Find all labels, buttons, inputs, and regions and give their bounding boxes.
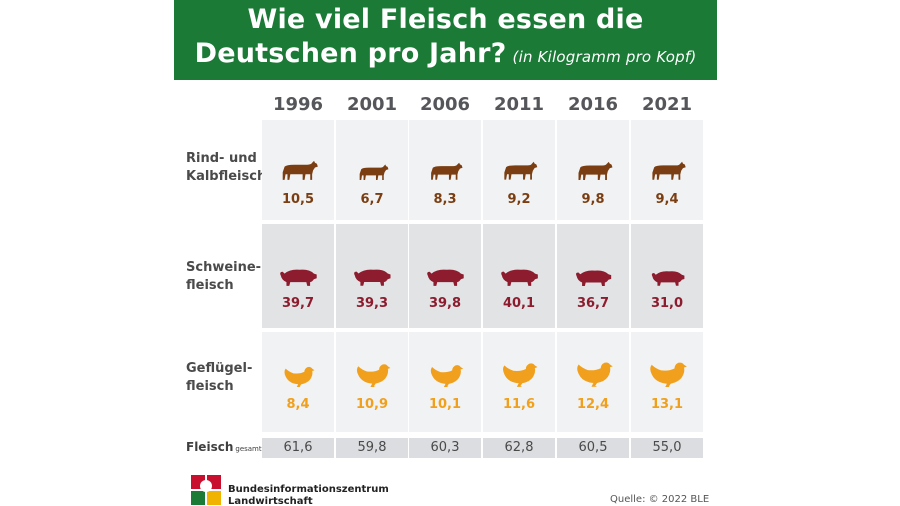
total-value: 59,8 [336, 438, 408, 458]
cow-icon [282, 160, 318, 180]
row-label-3-line2: fleisch [186, 379, 234, 394]
value-label: 10,5 [281, 192, 315, 207]
source-note: Quelle: © 2022 BLE [610, 494, 710, 505]
pig-icon-shape [280, 269, 317, 286]
chart-title-line2: Deutschen pro Jahr? (in Kilogramm pro Kop… [174, 38, 717, 69]
value-label: 39,7 [281, 296, 315, 311]
year-header: 2001 [346, 94, 398, 115]
row-label-2-line2: fleisch [186, 278, 234, 293]
chicken-icon [356, 364, 391, 387]
value-label: 31,0 [650, 296, 684, 311]
pig-icon [354, 269, 391, 286]
chicken-icon-shape [430, 364, 463, 387]
pig-icon [651, 271, 684, 286]
chicken-icon-shape [284, 366, 315, 387]
organization-name: Bundesinformationszentrum Landwirtschaft [228, 484, 389, 506]
cow-icon [652, 161, 686, 180]
pig-icon [576, 270, 612, 286]
value-label: 10,9 [355, 397, 389, 412]
row-label-1-line1: Rind- und [186, 151, 257, 166]
value-label: 9,8 [581, 192, 605, 207]
org-line1: Bundesinformationszentrum [228, 484, 389, 495]
row-label-1-line2: Kalbfleisch [186, 169, 267, 184]
chart-subtitle: (in Kilogramm pro Kopf) [512, 48, 697, 66]
pig-icon [280, 269, 317, 286]
chicken-icon [284, 366, 315, 387]
year-header: 1996 [272, 94, 324, 115]
value-label: 39,8 [428, 296, 462, 311]
chicken-icon-shape [650, 362, 687, 387]
total-value: 60,5 [557, 438, 629, 458]
row-label-2-line1: Schweine- [186, 260, 262, 275]
cow-icon [431, 162, 463, 180]
cow-icon-shape [578, 161, 613, 180]
org-line2: Landwirtschaft [228, 496, 313, 506]
total-row-label: Fleisch gesamt [186, 440, 262, 454]
pig-icon-shape [501, 269, 538, 286]
chicken-icon-shape [503, 363, 538, 387]
row-label-3-line1: Geflügel- [186, 361, 253, 376]
pig-icon-shape [651, 271, 684, 286]
chart-title-line1: Wie viel Fleisch essen die [247, 4, 644, 35]
value-label: 39,3 [355, 296, 389, 311]
value-label: 8,3 [433, 192, 457, 207]
value-label: 9,4 [655, 192, 679, 207]
chicken-icon-shape [356, 364, 391, 387]
cow-icon-shape [282, 160, 318, 180]
total-value: 62,8 [483, 438, 555, 458]
title-banner: Wie viel Fleisch essen die Deutschen pro… [174, 0, 717, 80]
chart-title-text: Deutschen pro Jahr? [194, 38, 507, 69]
value-label: 36,7 [576, 296, 610, 311]
value-label: 8,4 [286, 397, 310, 412]
chicken-icon [650, 362, 687, 387]
chicken-icon [576, 362, 613, 387]
cow-icon [578, 161, 613, 180]
value-label: 40,1 [502, 296, 536, 311]
chicken-icon [430, 364, 463, 387]
year-header: 2011 [493, 94, 545, 115]
pig-icon [501, 269, 538, 286]
cow-icon [504, 162, 538, 180]
pig-icon-shape [576, 270, 612, 286]
row-label-2: Schweine-fleisch [186, 259, 264, 295]
cow-icon-shape [652, 161, 686, 180]
cow-icon-shape [431, 162, 463, 180]
year-header: 2006 [419, 94, 471, 115]
row-label-1: Rind- und Kalbfleisch [186, 150, 267, 186]
total-value: 61,6 [262, 438, 334, 458]
total-value: 60,3 [409, 438, 481, 458]
value-label: 12,4 [576, 397, 610, 412]
cow-icon-shape [504, 162, 538, 180]
value-label: 6,7 [360, 192, 384, 207]
pig-icon-shape [354, 269, 391, 286]
total-label-text: Fleisch [186, 440, 234, 454]
ble-logo-icon [190, 474, 222, 506]
year-header: 2016 [567, 94, 619, 115]
cow-icon [359, 164, 389, 180]
pig-icon [427, 269, 464, 286]
value-label: 10,1 [428, 397, 462, 412]
total-label-small: gesamt [235, 445, 262, 453]
year-header: 2021 [641, 94, 693, 115]
value-label: 13,1 [650, 397, 684, 412]
row-label-3: Geflügel-fleisch [186, 360, 264, 396]
value-label: 11,6 [502, 397, 536, 412]
value-label: 9,2 [507, 192, 531, 207]
chicken-icon-shape [576, 362, 613, 387]
pig-icon-shape [427, 269, 464, 286]
chicken-icon [503, 363, 538, 387]
total-value: 55,0 [631, 438, 703, 458]
cow-icon-shape [359, 164, 389, 180]
